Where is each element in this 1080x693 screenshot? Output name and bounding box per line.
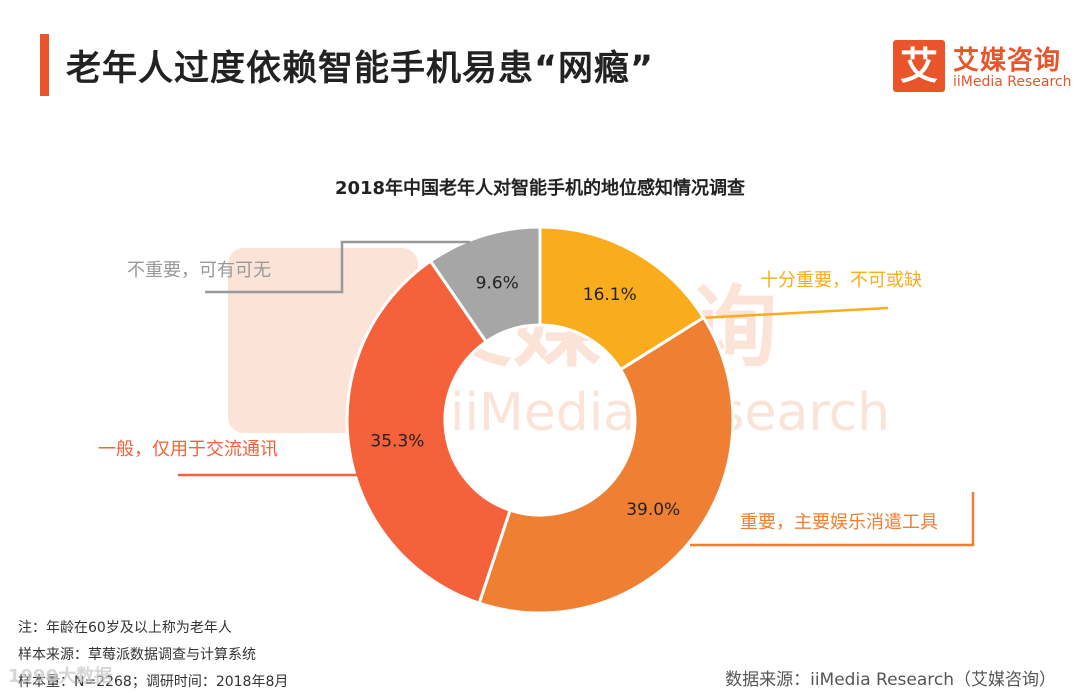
slice-category-label: 一般，仅用于交流通讯 [98,439,278,460]
corner-watermark: 1990大数据 [8,666,113,687]
slice-value-label: 39.0% [626,500,680,520]
logo-text-en: iiMedia Research [953,74,1072,90]
slice-category-label: 重要，主要娱乐消遣工具 [740,512,938,533]
title-accent-bar [40,34,49,96]
slice-value-label: 9.6% [476,273,519,293]
donut-slice [477,315,735,615]
leader-line [699,306,889,320]
slice-value-label: 35.3% [370,431,424,451]
donut-slice [345,258,512,606]
page-title: 老年人过度依赖智能手机易患“网瘾” [66,49,655,89]
chart-title: 2018年中国老年人对智能手机的地位感知情况调查 [334,178,746,199]
donut-slice [428,225,542,344]
leader-line [690,492,975,547]
brand-logo: 艾 艾媒咨询 iiMedia Research [893,40,1072,96]
footnote-sample-size: 样本量：N=2268；调研时间：2018年8月 [18,674,289,690]
slice-category-label: 十分重要，不可或缺 [760,270,922,291]
footnote-sample-source: 样本来源：草莓派数据调查与计算系统 [18,647,256,663]
footnote-age: 注：年龄在60岁及以上称为老年人 [18,620,232,636]
leader-line [205,240,470,294]
logo-mark: 艾 [893,40,945,92]
donut-slice [538,225,706,372]
slice-value-label: 16.1% [583,285,637,305]
slice-category-label: 不重要，可有可无 [127,260,271,281]
logo-text-cn: 艾媒咨询 [953,46,1062,76]
data-source: 数据来源：iiMedia Research（艾媒咨询） [725,670,1056,690]
